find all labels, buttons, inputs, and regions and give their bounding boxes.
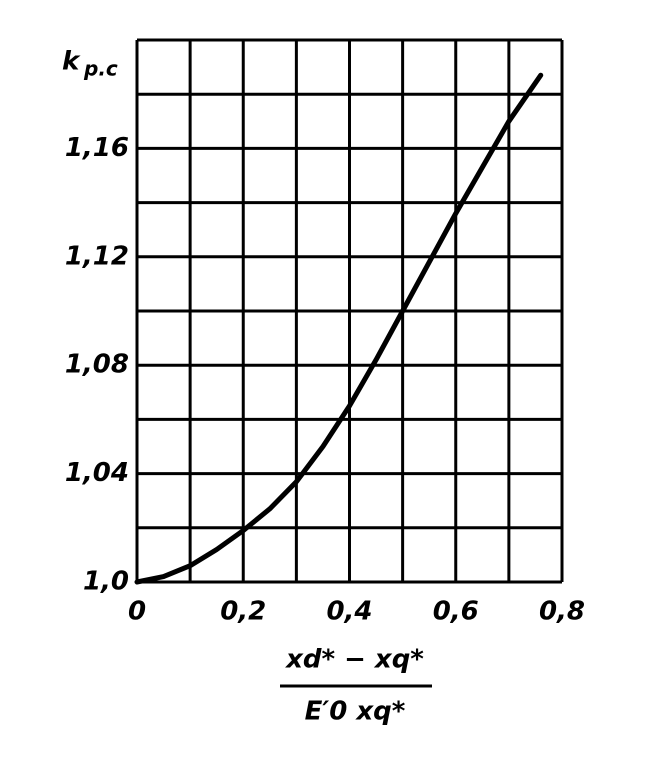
- x-tick-label: 0: [128, 597, 146, 627]
- y-tick-label: 1,04: [65, 458, 129, 488]
- x-axis-label-denominator: E′0 xq*: [305, 697, 406, 727]
- y-tick-label: 1,12: [65, 241, 129, 271]
- y-axis-label-sub: p.c: [83, 57, 118, 81]
- y-axis-label: k: [62, 47, 81, 77]
- x-tick-label: 0,8: [539, 597, 585, 627]
- y-tick-label: 1,08: [65, 350, 129, 380]
- curve: [134, 72, 544, 585]
- x-axis-label-numerator: xd* − xq*: [284, 645, 424, 675]
- x-tick-label: 0,6: [433, 597, 479, 627]
- x-tick-label: 0,4: [326, 597, 372, 627]
- y-tick-label: 1,16: [65, 133, 129, 163]
- y-tick-label: 1,0: [83, 567, 129, 597]
- x-tick-label: 0,2: [220, 597, 266, 627]
